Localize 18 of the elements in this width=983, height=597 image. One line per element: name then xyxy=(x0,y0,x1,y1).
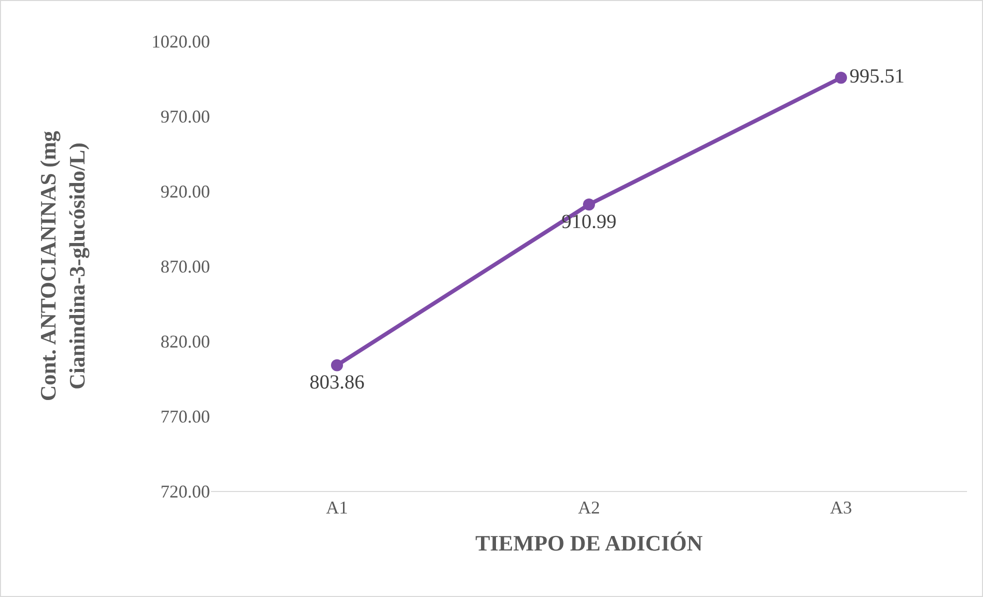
x-tick-label: A1 xyxy=(326,498,348,518)
x-tick-label: A3 xyxy=(830,498,852,518)
x-axis-title: TIEMPO DE ADICIÓN xyxy=(475,530,703,556)
y-tick-label: 820.00 xyxy=(160,331,210,352)
data-label: 995.51 xyxy=(850,66,904,88)
point xyxy=(331,359,343,372)
y-tick-label: 870.00 xyxy=(160,256,210,276)
y-tick-label: 720.00 xyxy=(160,481,210,502)
y-tick-label: 1020.00 xyxy=(152,31,210,52)
y-tick-label: 770.00 xyxy=(160,406,210,426)
y-axis-title: Cont. ANTOCIANINAS (mg Cianindina-3-glucósido/L) xyxy=(36,130,90,402)
y-tick-label: 970.00 xyxy=(160,106,210,126)
y-tick-label: 920.00 xyxy=(160,181,210,202)
point xyxy=(583,198,595,211)
data-label: 803.86 xyxy=(310,372,364,394)
data-label: 910.99 xyxy=(562,211,616,234)
point xyxy=(835,72,847,84)
x-tick-label: A2 xyxy=(578,498,600,518)
